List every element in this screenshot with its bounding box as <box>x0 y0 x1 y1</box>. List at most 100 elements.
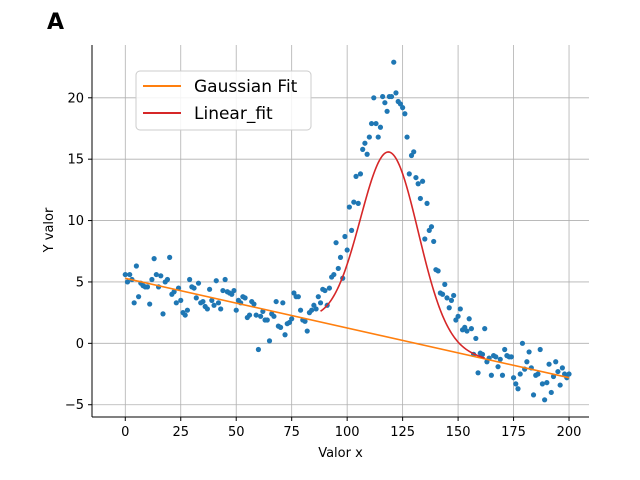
data-point <box>277 324 284 330</box>
data-point <box>517 371 523 377</box>
data-point <box>271 313 277 319</box>
data-point <box>375 134 381 140</box>
data-point <box>191 285 197 291</box>
data-point <box>242 295 248 301</box>
data-point <box>348 227 355 233</box>
data-point <box>457 306 463 312</box>
data-point <box>499 372 506 378</box>
data-point <box>167 254 173 260</box>
data-point <box>406 171 412 177</box>
data-point <box>384 108 390 114</box>
data-point <box>513 381 519 387</box>
data-point <box>264 317 270 323</box>
data-point <box>124 279 131 285</box>
data-point <box>251 301 257 307</box>
data-point <box>404 134 410 140</box>
data-point <box>282 332 288 338</box>
data-point <box>464 328 470 334</box>
data-point <box>402 111 408 117</box>
data-point <box>530 392 537 398</box>
panel-label: A <box>47 10 64 35</box>
data-point <box>297 307 304 313</box>
data-point <box>455 313 461 319</box>
data-point <box>413 174 419 181</box>
data-point <box>133 263 139 269</box>
data-point <box>200 298 206 305</box>
data-point <box>331 271 337 278</box>
data-point <box>231 287 237 294</box>
data-point <box>246 312 253 318</box>
data-point <box>273 298 279 305</box>
data-point <box>342 233 348 240</box>
data-point <box>149 276 155 283</box>
data-point <box>222 276 228 283</box>
data-point <box>382 100 388 106</box>
x-tick-label: 125 <box>390 425 415 440</box>
data-point <box>302 318 308 324</box>
data-point <box>559 365 565 371</box>
data-point <box>526 349 532 355</box>
data-point <box>178 297 184 303</box>
data-point <box>253 312 259 318</box>
x-tick-label: 75 <box>283 425 300 440</box>
data-point <box>493 354 499 360</box>
data-point <box>147 301 153 307</box>
data-point <box>411 149 417 155</box>
data-point <box>466 316 472 322</box>
data-point <box>364 151 370 157</box>
data-point <box>315 294 321 300</box>
data-point <box>309 307 315 313</box>
data-point <box>215 300 222 306</box>
data-point <box>158 273 164 279</box>
legend-label-gaussian-fit: Gaussian Fit <box>194 77 298 97</box>
data-point <box>508 354 514 360</box>
y-tick-label: 20 <box>67 91 84 106</box>
data-point <box>557 382 563 388</box>
data-point <box>160 311 166 317</box>
y-tick-label: −5 <box>65 398 84 413</box>
data-point <box>193 295 199 301</box>
x-tick-label: 0 <box>121 425 129 440</box>
data-point <box>366 134 372 140</box>
data-point <box>206 286 213 292</box>
data-point <box>468 326 475 332</box>
data-point <box>326 285 333 291</box>
data-point <box>360 146 366 152</box>
y-tick-label: 5 <box>76 275 84 290</box>
data-point <box>344 247 350 253</box>
data-point <box>304 328 310 334</box>
x-tick-label: 100 <box>335 425 360 440</box>
data-point <box>510 375 517 381</box>
x-tick-label: 200 <box>557 425 582 440</box>
data-point <box>164 276 171 283</box>
data-point <box>515 386 521 392</box>
scatter-points <box>122 59 572 403</box>
data-point <box>393 90 399 96</box>
data-point <box>187 276 193 283</box>
data-point <box>377 124 384 130</box>
data-point <box>122 271 128 278</box>
data-point <box>362 140 368 146</box>
y-tick-label: 15 <box>67 153 84 168</box>
axes <box>91 45 589 418</box>
data-point <box>442 281 448 288</box>
data-point <box>173 300 179 306</box>
data-point <box>431 238 437 245</box>
data-point <box>351 199 357 205</box>
data-point <box>313 306 319 312</box>
data-point <box>495 364 501 370</box>
data-point <box>428 224 435 230</box>
data-point <box>346 204 352 210</box>
data-point <box>220 287 226 294</box>
data-point <box>400 105 406 111</box>
legend: Gaussian Fit Linear_fit <box>135 70 312 131</box>
data-point <box>546 361 552 367</box>
x-axis-label: Valor x <box>318 446 363 461</box>
data-point <box>419 178 426 184</box>
data-point <box>195 280 202 286</box>
data-point <box>371 95 377 101</box>
data-point <box>131 300 137 306</box>
data-point <box>519 340 526 346</box>
data-point <box>255 346 262 353</box>
